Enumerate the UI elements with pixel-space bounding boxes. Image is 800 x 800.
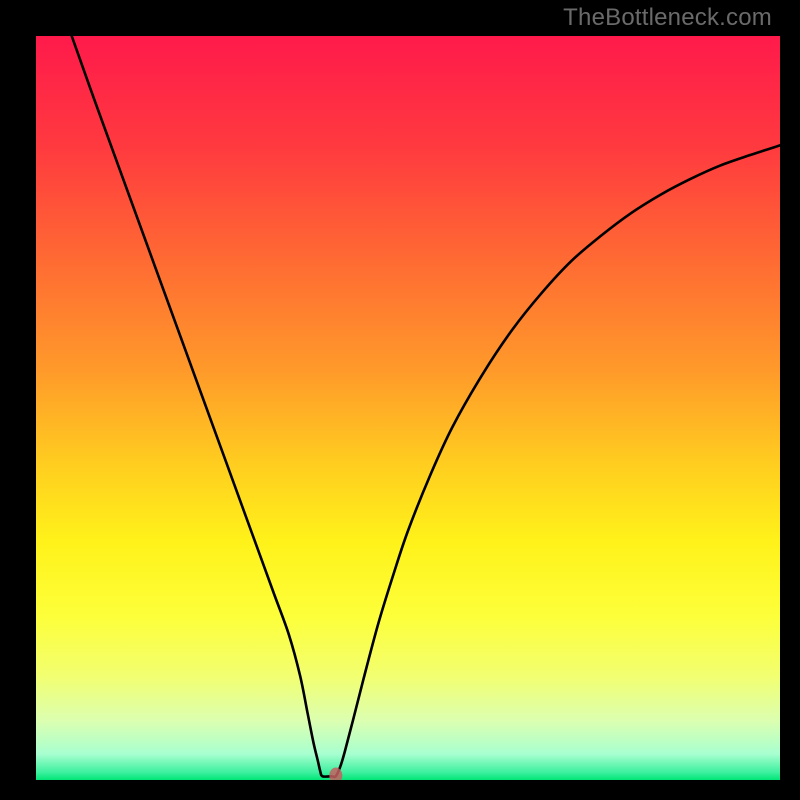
gradient-background [36, 36, 780, 780]
watermark-text: TheBottleneck.com [563, 4, 772, 32]
minimum-marker [329, 768, 342, 784]
bottleneck-chart [0, 0, 800, 800]
chart-svg [0, 0, 800, 800]
